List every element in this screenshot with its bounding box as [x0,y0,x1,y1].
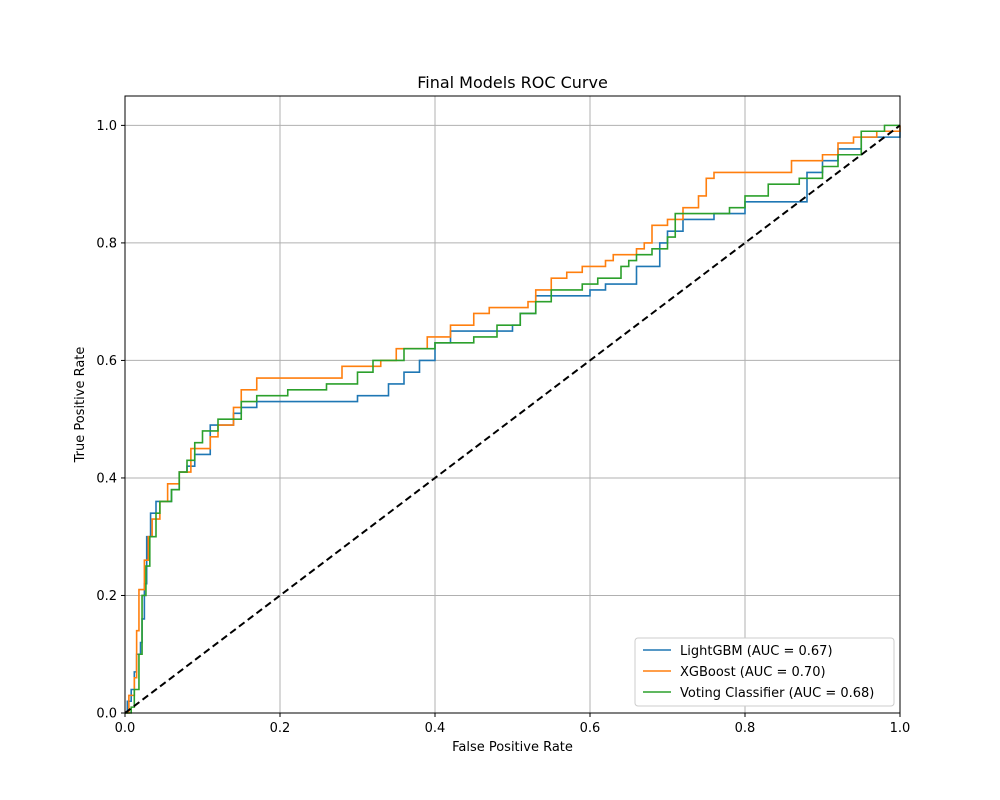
series-lines [124,124,901,714]
legend-label-lightgbm: LightGBM (AUC = 0.67) [680,644,833,659]
axis-ticks: 0.0 0.2 0.4 0.6 0.8 1.0 0.0 0.2 0.4 0.6 0.8 1.0 [96,119,910,736]
grid [125,96,900,714]
x-tick-label: 1.0 [890,721,911,736]
plot-frame [124,95,901,714]
series-line-0 [125,125,901,714]
x-tick-label: 0.0 [115,721,136,736]
x-tick-label: 0.2 [270,721,291,736]
x-tick-label: 0.6 [580,721,601,736]
legend-label-voting: Voting Classifier (AUC = 0.68) [680,686,874,701]
y-tick-label: 0.2 [96,589,117,604]
legend: LightGBM (AUC = 0.67) XGBoost (AUC = 0.7… [634,637,895,707]
legend-label-xgboost: XGBoost (AUC = 0.70) [680,665,826,680]
y-tick-label: 0.6 [96,354,117,369]
y-tick-label: 0.8 [96,236,117,251]
y-tick-label: 0.4 [96,471,117,486]
y-tick-label: 0.0 [96,707,117,722]
y-axis-label: True Positive Rate [73,347,88,464]
series-line-2 [125,124,900,714]
series-line-1 [125,125,901,714]
x-tick-label: 0.4 [425,721,446,736]
chart-title: Final Models ROC Curve [417,73,608,92]
legend-box [634,637,895,707]
x-tick-label: 0.8 [735,721,756,736]
y-tick-label: 1.0 [96,119,117,134]
x-axis-label: False Positive Rate [452,740,573,755]
series-line-3 [124,124,901,714]
